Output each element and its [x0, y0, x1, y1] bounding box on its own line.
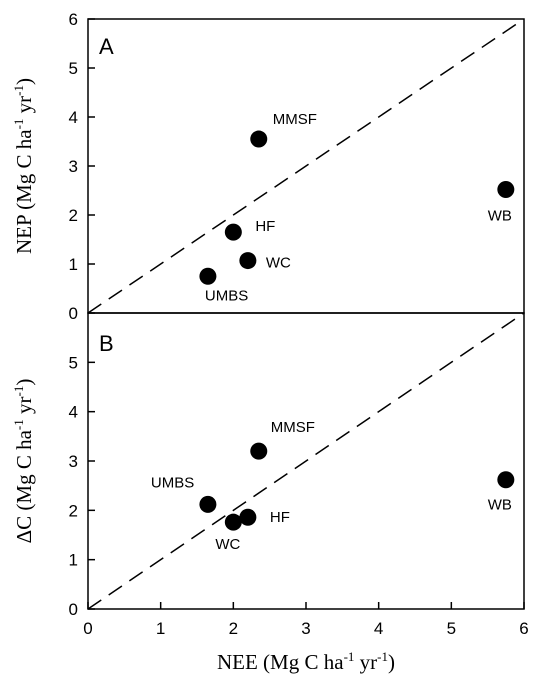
point-label-wb: WB [488, 208, 512, 225]
y-tick-label: 1 [69, 551, 78, 570]
data-point-wc [239, 252, 257, 270]
x-tick-label: 3 [301, 619, 310, 638]
data-point-wb [497, 471, 515, 489]
x-tick-label: 0 [83, 619, 92, 638]
y-tick-label: 5 [69, 353, 78, 372]
x-tick-label: 5 [447, 619, 456, 638]
panel-b-reference-line [87, 312, 525, 610]
y-tick-label: 5 [69, 59, 78, 78]
point-label-wb: WB [488, 497, 512, 514]
panel-b-letter: B [99, 331, 114, 356]
x-tick-label: 2 [229, 619, 238, 638]
x-tick-label: 4 [374, 619, 383, 638]
point-label-hf: HF [270, 509, 290, 526]
data-point-wc [224, 513, 242, 531]
panel-a-letter: A [99, 34, 114, 59]
data-point-wb [497, 181, 515, 199]
y-tick-label: 2 [69, 501, 78, 520]
panel-a-y-axis-title: NEP (Mg C ha-1 yr-1) [11, 78, 36, 254]
panel-a: A 0 1 2 3 4 5 6 MMSF WB HF WC UMBS NEP (Mg C ha-1 … [11, 10, 525, 323]
y-tick-label: 2 [69, 206, 78, 225]
x-axis-title: NEE (Mg C ha-1 yr-1) [217, 649, 395, 674]
point-label-umbs: UMBS [205, 287, 248, 304]
y-tick-label: 4 [69, 108, 78, 127]
data-point-mmsf [250, 442, 268, 460]
panel-b-y-axis-title: ΔC (Mg C ha-1 yr-1) [11, 379, 36, 544]
y-tick-label: 1 [69, 255, 78, 274]
panel-b: B 0 1 2 3 4 5 0 1 2 3 4 5 6 MMSF WB UMBS HF WC ΔC (Mg C … [11, 312, 529, 674]
point-label-wc: WC [266, 255, 291, 272]
point-label-hf: HF [255, 218, 275, 235]
point-label-umbs: UMBS [151, 474, 194, 491]
point-label-mmsf: MMSF [271, 419, 315, 436]
panel-b-ticks: 0 1 2 3 4 5 0 1 2 3 4 5 6 [69, 353, 529, 638]
panel-a-points: MMSF WB HF WC UMBS [199, 111, 515, 304]
y-tick-label: 3 [69, 157, 78, 176]
y-tick-label: 0 [69, 304, 78, 323]
panel-a-y-ticks: 0 1 2 3 4 5 6 [69, 10, 95, 323]
data-point-umbs [199, 495, 217, 513]
panel-b-points: MMSF WB UMBS HF WC [151, 419, 515, 553]
point-label-mmsf: MMSF [273, 111, 317, 128]
panel-a-reference-line [87, 18, 525, 314]
y-tick-label: 3 [69, 452, 78, 471]
data-point-hf [224, 223, 242, 241]
data-point-hf [239, 508, 257, 526]
y-tick-label: 6 [69, 10, 78, 29]
y-tick-label: 0 [69, 600, 78, 619]
point-label-wc: WC [215, 536, 240, 553]
data-point-mmsf [250, 130, 268, 148]
x-tick-label: 1 [156, 619, 165, 638]
y-tick-label: 4 [69, 403, 78, 422]
x-tick-label: 6 [519, 619, 528, 638]
data-point-umbs [199, 267, 217, 285]
